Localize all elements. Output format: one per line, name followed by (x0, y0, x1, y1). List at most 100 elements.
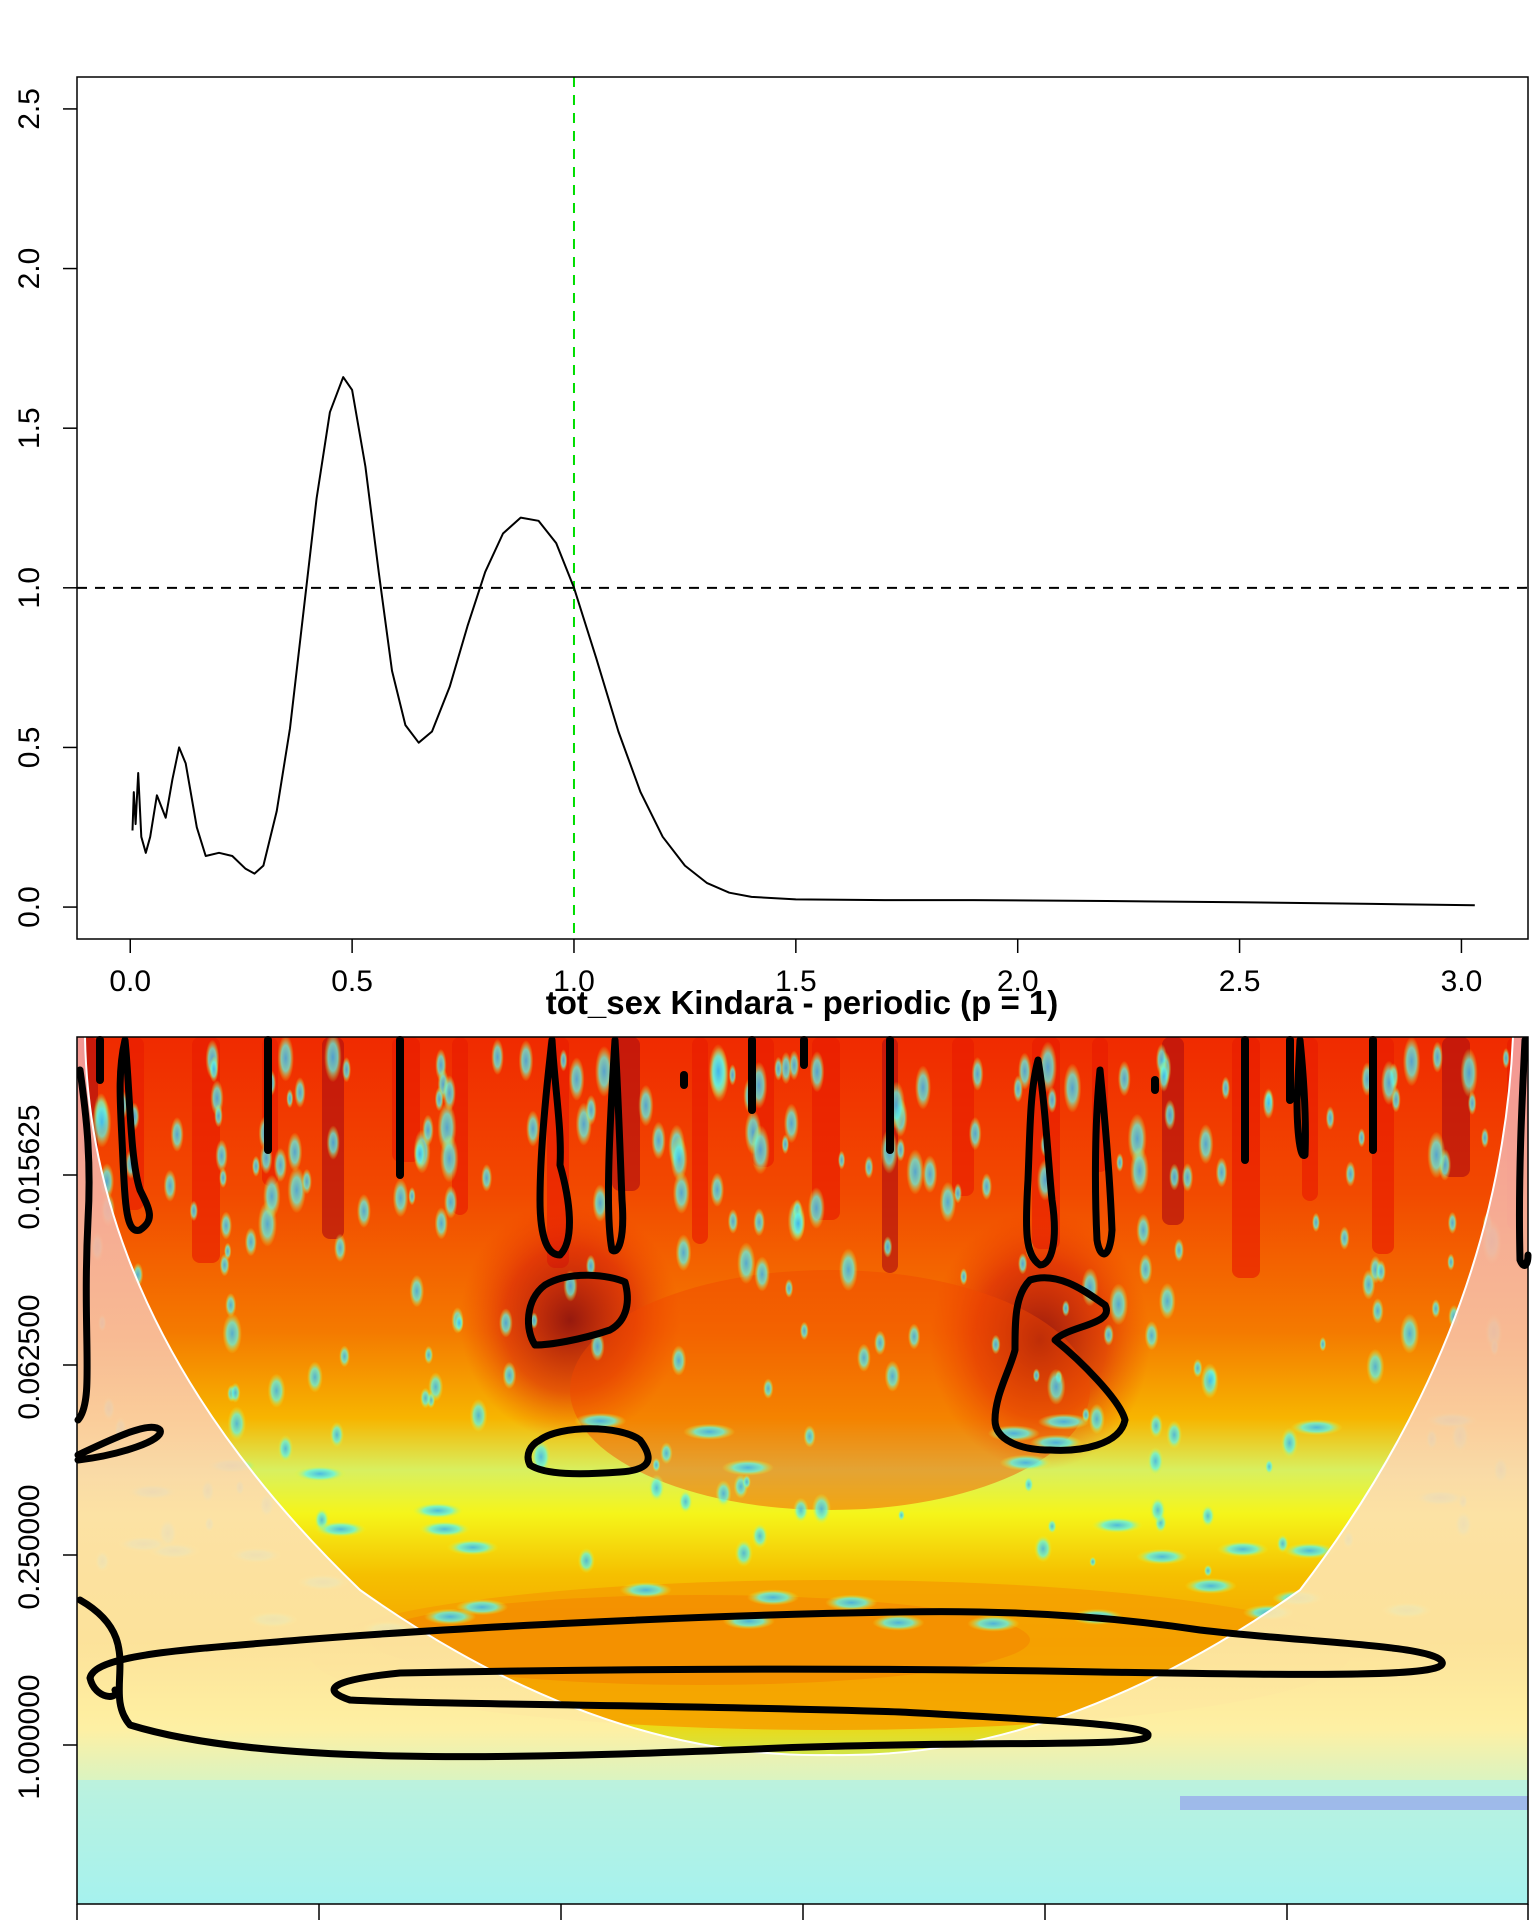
x-tick-label: 2.5 (1219, 965, 1261, 998)
texture-dot (1283, 1542, 1336, 1559)
texture-dot (1062, 1300, 1070, 1317)
texture-dot (675, 1234, 692, 1272)
texture-dot (209, 1056, 219, 1083)
texture-dot (1174, 1238, 1184, 1262)
plot-frame (76, 76, 1529, 940)
texture-dot (1402, 1037, 1421, 1087)
texture-dot (1144, 1321, 1159, 1351)
texture-dot (230, 1382, 241, 1403)
texture-dot (1366, 1348, 1385, 1385)
texture-dot (981, 1173, 992, 1201)
texture-dot (502, 1361, 517, 1389)
texture-dot (1091, 1517, 1144, 1534)
texture-dot (671, 1345, 687, 1376)
texture-dot (590, 1331, 605, 1362)
texture-dot (287, 1132, 303, 1172)
texture-dot (222, 1313, 242, 1354)
texture-dot (1138, 1253, 1153, 1285)
texture-dot (329, 1421, 344, 1448)
texture-dot (434, 1087, 444, 1112)
contour-streak-3 (604, 1036, 627, 1255)
contour-streak-2 (536, 1036, 573, 1259)
texture-dot (897, 1509, 906, 1521)
texture-dot (418, 1521, 471, 1538)
texture-dot (753, 1208, 765, 1237)
y-tick-label: 1.5 (13, 407, 46, 449)
texture-dot (825, 1594, 878, 1611)
texture-dot (244, 1227, 257, 1257)
spectrum-line-0 (131, 376, 1475, 907)
texture-dot (734, 1539, 753, 1567)
texture-dot (215, 1139, 228, 1172)
texture-dot (294, 1465, 346, 1482)
texture-dot (219, 1167, 228, 1188)
texture-dot (324, 1037, 342, 1083)
texture-dot (263, 1174, 281, 1218)
heatmap-y-tick-label: 1.000000 (13, 1674, 46, 1799)
texture-dot (1381, 1060, 1397, 1106)
texture-dot (906, 1149, 925, 1195)
texture-dot (1339, 1226, 1350, 1250)
texture-dot (807, 1187, 825, 1229)
texture-dot (660, 1442, 673, 1465)
texture-dot (1047, 1087, 1057, 1113)
texture-dot (1345, 1161, 1356, 1187)
texture-dot (619, 1582, 672, 1598)
texture-dot (763, 1378, 774, 1399)
texture-dot (1431, 1041, 1443, 1073)
texture-dot (92, 1097, 112, 1148)
texture-dot (499, 1308, 513, 1338)
texture-dot (670, 1136, 688, 1182)
texture-dot (1013, 1075, 1023, 1103)
texture-dot (1427, 1131, 1446, 1179)
texture-dot (1460, 1048, 1478, 1098)
texture-dot (781, 1134, 790, 1155)
texture-dot (442, 1075, 456, 1111)
texture-dot (1400, 1313, 1420, 1354)
texture-dot (799, 1321, 809, 1341)
texture-dot (356, 1194, 371, 1228)
texture-dot (896, 1138, 906, 1162)
texture-dot (1312, 1212, 1320, 1233)
texture-dot (1361, 1269, 1376, 1300)
texture-dot (1357, 1128, 1366, 1148)
texture-dot (277, 1434, 294, 1463)
texture-dot (342, 1057, 351, 1083)
texture-dot (1169, 1163, 1180, 1191)
texture-dot (754, 1256, 770, 1292)
heatmap-y-tick-label: 0.250000 (13, 1484, 46, 1609)
texture-dot (1164, 1099, 1176, 1131)
wavelet-power-heatmap: 0.015625 0.062500 0.250000 1.000000 tot_sex… (13, 984, 1532, 1920)
texture-dot (1319, 1336, 1327, 1352)
texture-dot (907, 1323, 921, 1350)
texture-dot (1088, 1403, 1105, 1435)
texture-dot (1447, 1211, 1457, 1234)
texture-dot (793, 1497, 809, 1523)
texture-dot (1018, 1253, 1028, 1275)
texture-dot (1221, 1076, 1230, 1100)
texture-dot (1037, 1413, 1090, 1430)
texture-dot (409, 1274, 425, 1308)
texture-dot (883, 1236, 893, 1258)
texture-dot (1431, 1299, 1441, 1319)
texture-dot (811, 1493, 832, 1525)
texture-dot (751, 1523, 769, 1549)
texture-dot (721, 1459, 774, 1476)
texture-dot (334, 1233, 347, 1263)
texture-dot (652, 1457, 661, 1473)
texture-dot (301, 1168, 312, 1195)
texture-dot (446, 1539, 499, 1556)
y-tick-label: 2.5 (13, 88, 46, 130)
texture-dot (1181, 1163, 1194, 1192)
heatmap-y-axis: 0.015625 0.062500 0.250000 1.000000 (13, 1104, 77, 1800)
y-tick-label: 1.0 (13, 567, 46, 609)
texture-dot (1046, 1368, 1066, 1405)
texture-dot (1215, 1157, 1228, 1188)
texture-dot (1136, 1213, 1151, 1247)
texture-dot (967, 1615, 1020, 1632)
texture-dot (224, 1242, 232, 1260)
contour-streak-4 (1022, 1056, 1058, 1269)
texture-dot (884, 1360, 901, 1392)
cone-of-influence-boundary (84, 1036, 1514, 1757)
texture-dot (413, 1138, 426, 1170)
